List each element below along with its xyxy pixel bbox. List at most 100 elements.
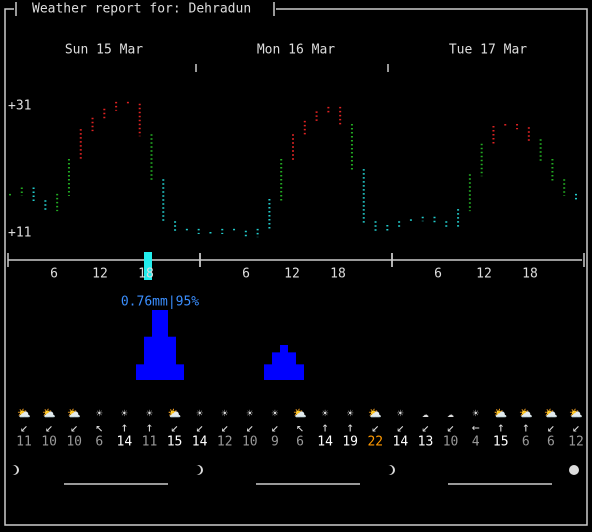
weather-icon: ☀: [397, 407, 404, 420]
wind-arrow: ↖: [296, 421, 304, 436]
precip-bar: [152, 310, 160, 380]
weather-icon: ☀: [221, 407, 228, 420]
hour-label: 12: [92, 267, 108, 282]
precip-bar: [160, 310, 168, 380]
weather-icon: ☀: [347, 407, 354, 420]
wind-arrow: ↙: [547, 421, 555, 436]
weather-icon: ⛅: [569, 407, 583, 420]
weather-icon: ☀: [272, 407, 279, 420]
wind-arrow: ↙: [196, 421, 204, 436]
weather-icon: ⛅: [494, 407, 508, 420]
day-label: Mon 16 Mar: [257, 43, 335, 58]
now-marker: [144, 252, 152, 280]
wind-speed: 6: [547, 435, 555, 450]
wind-speed: 10: [66, 435, 82, 450]
weather-icon: ⛅: [519, 407, 533, 420]
wind-arrow: ↑: [120, 421, 128, 436]
wind-arrow: ↑: [321, 421, 329, 436]
wind-speed: 6: [296, 435, 304, 450]
hour-label: 18: [330, 267, 346, 282]
wind-speed: 14: [117, 435, 133, 450]
hour-label: 6: [434, 267, 442, 282]
wind-arrow: ←: [472, 421, 480, 436]
weather-icon: ☀: [472, 407, 479, 420]
wind-speed: 6: [522, 435, 530, 450]
weather-icon: ☀: [196, 407, 203, 420]
wind-arrow: ↑: [346, 421, 354, 436]
wind-speed: 12: [217, 435, 233, 450]
precip-label: 0.76mm|95%: [121, 295, 199, 310]
wind-speed: 10: [41, 435, 57, 450]
wind-speed: 4: [472, 435, 480, 450]
wind-speed: 9: [271, 435, 279, 450]
wind-arrow: ↑: [146, 421, 154, 436]
frame: [4, 8, 588, 526]
precip-bar: [168, 336, 176, 380]
wind-arrow: ↑: [497, 421, 505, 436]
wind-speed: 14: [192, 435, 208, 450]
weather-icon: ☁: [422, 407, 429, 420]
wind-speed: 12: [568, 435, 584, 450]
precip-bar: [272, 352, 280, 380]
weather-icon: ☁: [447, 407, 454, 420]
day-label: Tue 17 Mar: [449, 43, 527, 58]
precip-bar: [264, 364, 272, 380]
wind-arrow: ↙: [447, 421, 455, 436]
wind-arrow: ↙: [422, 421, 430, 436]
wind-speed: 10: [242, 435, 258, 450]
wind-arrow: ↙: [70, 421, 78, 436]
wind-arrow: ↙: [221, 421, 229, 436]
weather-icon: ⛅: [544, 407, 558, 420]
moons: [7, 465, 579, 485]
wind-arrow: ↙: [371, 421, 379, 436]
precip-bar: [144, 336, 152, 380]
wind-speed: 22: [367, 435, 383, 450]
title: Weather report for: Dehradun: [32, 2, 251, 17]
day-label: Sun 15 Mar: [65, 43, 143, 58]
wind-speed: 14: [317, 435, 333, 450]
wind-speed: 19: [342, 435, 358, 450]
hour-label: 12: [476, 267, 492, 282]
weather-icon: ⛅: [67, 407, 81, 420]
wind-speed: 14: [393, 435, 409, 450]
wind-arrow: ↙: [246, 421, 254, 436]
wind-arrow: ↙: [572, 421, 580, 436]
precip-bar: [296, 364, 304, 380]
hour-label: 18: [522, 267, 538, 282]
y-label: +31: [8, 99, 31, 114]
wind-arrow: ↖: [95, 421, 103, 436]
wind-speed: 11: [142, 435, 158, 450]
weather-icon: ☀: [247, 407, 254, 420]
wind-arrow: ↙: [396, 421, 404, 436]
precip-bar: [136, 364, 144, 380]
y-label: +11: [8, 226, 31, 241]
weather-icon: ☀: [121, 407, 128, 420]
weather-icon: ⛅: [168, 407, 182, 420]
wind-arrow: ↑: [522, 421, 530, 436]
weather-icon: ☀: [96, 407, 103, 420]
hour-label: 18: [138, 267, 154, 282]
weather-icon: ☀: [146, 407, 153, 420]
wind-speed: 6: [95, 435, 103, 450]
precip-bar: [280, 345, 288, 380]
hour-label: 12: [284, 267, 300, 282]
title-bg: [14, 0, 276, 18]
hour-label: 6: [50, 267, 58, 282]
precip-bar: [176, 364, 184, 380]
weather-icon: ⛅: [17, 407, 31, 420]
wind-speed: 11: [16, 435, 32, 450]
wind-arrow: ↙: [171, 421, 179, 436]
wind-arrow: ↙: [271, 421, 279, 436]
wind-speed: 15: [167, 435, 183, 450]
weather-icon: ⛅: [368, 407, 382, 420]
hour-label: 6: [242, 267, 250, 282]
wind-speed: 15: [493, 435, 509, 450]
wind-speed: 10: [443, 435, 459, 450]
wind-arrow: ↙: [20, 421, 28, 436]
precip-bar: [288, 352, 296, 380]
wind-arrow: ↙: [45, 421, 53, 436]
weather-icon: ☀: [322, 407, 329, 420]
weather-icon: ⛅: [42, 407, 56, 420]
